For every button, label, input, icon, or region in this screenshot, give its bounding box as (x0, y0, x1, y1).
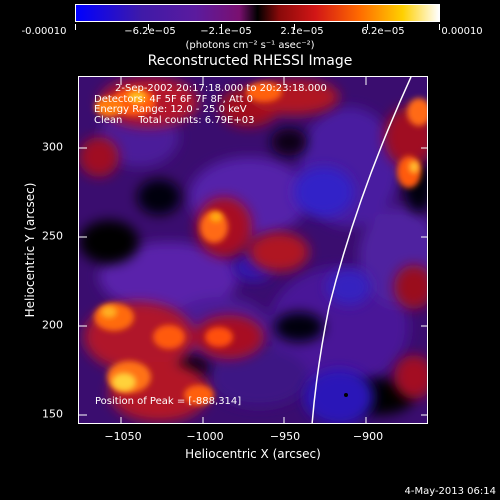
colorbar-tick (294, 24, 295, 30)
info-clean: Clean Total counts: 6.79E+03 (94, 114, 255, 126)
info-energy: Energy Range: 12.0 - 25.0 keV (94, 104, 247, 115)
colorbar-tick (75, 24, 76, 30)
x-axis-label: Heliocentric X (arcsec) (185, 447, 321, 461)
image-title: Reconstructed RHESSI Image (147, 53, 353, 69)
x-tick-label: −900 (352, 430, 384, 443)
info-time: 2-Sep-2002 20:17:18.000 to 20:23:18.000 (115, 83, 327, 94)
colorbar-tick-label: −6.2e−05 (124, 26, 176, 37)
observation-info: 2-Sep-2002 20:17:18.000 to 20:23:18.000 D… (94, 83, 327, 126)
colorbar-tick-label: −2.1e−05 (200, 26, 252, 37)
footer-date: 4-May-2013 06:14 (404, 486, 496, 497)
emission-yellow (101, 91, 419, 391)
x-tick-label: −950 (269, 430, 301, 443)
colorbar-tick (148, 24, 149, 30)
y-tick-label: 200 (42, 318, 63, 332)
colorbar-tick-label: -0.00010 (21, 26, 67, 37)
y-tick-label: 300 (42, 140, 63, 154)
colorbar (75, 4, 440, 22)
y-tick-label: 250 (42, 229, 63, 243)
image-canvas (79, 77, 427, 423)
colorbar-tick (221, 24, 222, 30)
colorbar-tick-label: 2.1e−05 (280, 26, 324, 37)
info-detectors: Detectors: 4F 5F 6F 7F 8F, Att 0 (94, 93, 254, 105)
axis-ticks (79, 77, 427, 423)
colorbar-tick-label: 6.2e−05 (361, 26, 405, 37)
solar-limb (311, 77, 412, 423)
y-tick-label: 150 (42, 407, 63, 421)
x-tick-label: −1000 (186, 430, 224, 443)
colorbar-tick (367, 24, 368, 30)
rhessi-image (78, 76, 428, 424)
y-axis-label: Heliocentric Y (arcsec) (23, 182, 37, 318)
peak-position: Position of Peak = [-888,314] (95, 396, 242, 407)
colorbar-tick (439, 24, 440, 30)
x-tick-label: −1050 (104, 430, 142, 443)
emission-blue (234, 167, 374, 423)
colorbar-tick-label: 0.00010 (441, 26, 483, 37)
peak-marker (344, 393, 348, 397)
colorbar-units: (photons cm⁻² s⁻¹ asec⁻²) (185, 40, 315, 51)
